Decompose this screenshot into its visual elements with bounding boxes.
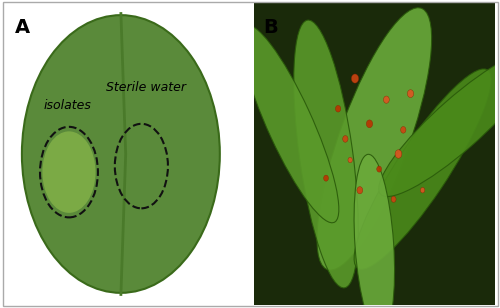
Circle shape [391, 196, 396, 202]
Circle shape [420, 188, 425, 193]
Ellipse shape [317, 8, 432, 270]
Ellipse shape [378, 51, 500, 197]
Circle shape [324, 175, 328, 181]
Text: A: A [14, 18, 30, 37]
Ellipse shape [294, 20, 358, 288]
Circle shape [342, 136, 348, 142]
Circle shape [336, 105, 341, 112]
Ellipse shape [241, 25, 339, 223]
Circle shape [384, 96, 390, 103]
Text: B: B [264, 18, 278, 37]
Circle shape [395, 150, 402, 158]
Ellipse shape [42, 131, 96, 213]
Text: isolates: isolates [44, 99, 92, 112]
Circle shape [352, 74, 358, 83]
Ellipse shape [22, 15, 220, 293]
Ellipse shape [354, 154, 395, 308]
Text: Sterile water: Sterile water [106, 81, 186, 94]
Circle shape [357, 187, 362, 194]
Ellipse shape [354, 69, 491, 269]
Circle shape [408, 90, 414, 98]
Polygon shape [254, 3, 495, 305]
Circle shape [366, 120, 372, 128]
Circle shape [376, 166, 382, 172]
Circle shape [348, 157, 352, 163]
Circle shape [400, 127, 406, 133]
